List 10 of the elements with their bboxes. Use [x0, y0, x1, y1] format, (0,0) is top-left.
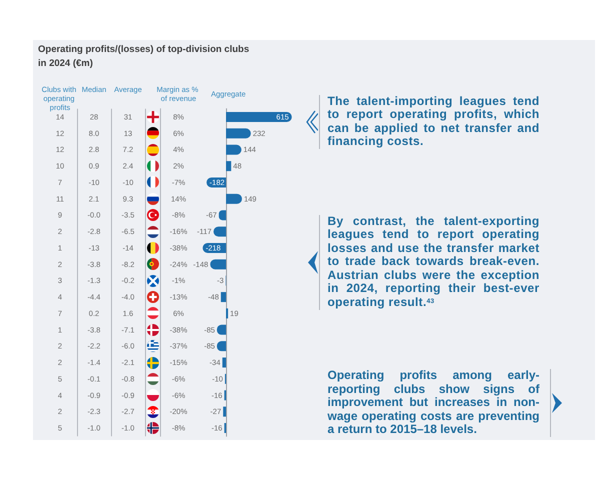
text: The talent-importing leagues tend to report operating profits, which can be applied to net transfer and financing costs. [328, 94, 540, 149]
chart-title: Operating profits/(losses) of top-division clubs in 2024 (€m) [38, 43, 250, 71]
bar [223, 406, 226, 417]
text: Operating profits among early-reporting clubs show signs of improvement but increases in non-wage operating costs are preventing a return to 2015–18 levels. [328, 368, 540, 436]
bar [226, 128, 251, 138]
bar [222, 358, 226, 368]
bar [226, 112, 292, 122]
bar [220, 292, 226, 302]
text: By contrast, the talent-exporting leagues tend to report operating losses and use the transfer market to trade back towards break-even. Austrian clubs were the exception in 2024, reporting their best-ever operating result.$^{43}$ [328, 214, 540, 310]
bar [226, 161, 232, 172]
